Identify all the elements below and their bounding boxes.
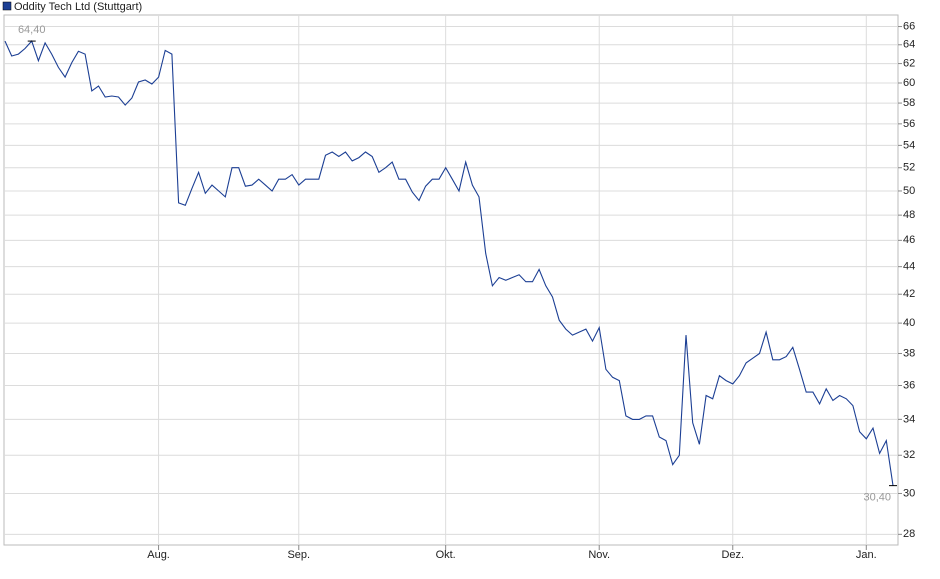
x-tick-label: Jan. — [856, 549, 877, 561]
y-tick-label: 48 — [903, 209, 915, 221]
y-tick-label: 34 — [903, 413, 915, 425]
plot-frame — [3, 14, 899, 546]
y-tick-label: 36 — [903, 379, 915, 391]
y-tick-label: 32 — [903, 449, 915, 461]
y-tick-label: 44 — [903, 261, 915, 273]
y-tick-label: 62 — [903, 57, 915, 69]
x-tick-label: Sep. — [287, 549, 310, 561]
y-tick-label: 28 — [903, 528, 915, 540]
y-tick-label: 42 — [903, 288, 915, 300]
y-tick-label: 50 — [903, 185, 915, 197]
y-tick-label: 58 — [903, 97, 915, 109]
y-tick-label: 54 — [903, 139, 915, 151]
annotation-label: 64,40 — [18, 24, 46, 36]
price-line — [4, 40, 894, 486]
y-tick-label: 38 — [903, 347, 915, 359]
y-tick-label: 40 — [903, 317, 915, 329]
y-tick-label: 60 — [903, 77, 915, 89]
legend-swatch — [2, 1, 12, 11]
x-tick-label: Dez. — [721, 549, 744, 561]
x-tick-label: Aug. — [147, 549, 170, 561]
y-tick-label: 66 — [903, 20, 915, 32]
y-tick-label: 56 — [903, 118, 915, 130]
y-tick-label: 30 — [903, 487, 915, 499]
y-tick-label: 46 — [903, 234, 915, 246]
x-tick-label: Okt. — [436, 549, 456, 561]
annotation-label: 30,40 — [863, 492, 891, 504]
x-tick-label: Nov. — [588, 549, 610, 561]
legend-label: Oddity Tech Ltd (Stuttgart) — [14, 1, 142, 13]
y-tick-label: 64 — [903, 39, 915, 51]
y-tick-label: 52 — [903, 162, 915, 174]
